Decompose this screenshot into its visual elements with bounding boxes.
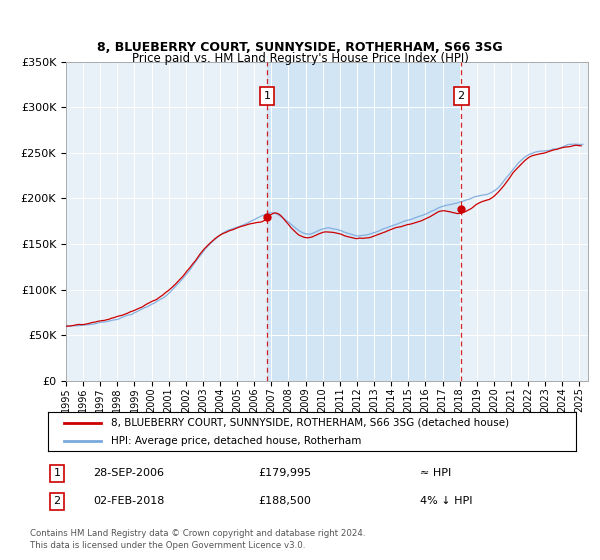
Text: Contains HM Land Registry data © Crown copyright and database right 2024.: Contains HM Land Registry data © Crown c…	[30, 529, 365, 538]
Text: This data is licensed under the Open Government Licence v3.0.: This data is licensed under the Open Gov…	[30, 542, 305, 550]
Bar	[267, 62, 461, 381]
Text: 4% ↓ HPI: 4% ↓ HPI	[420, 496, 473, 506]
Text: £179,995: £179,995	[258, 468, 311, 478]
Text: 1: 1	[53, 468, 61, 478]
Text: 8, BLUEBERRY COURT, SUNNYSIDE, ROTHERHAM, S66 3SG (detached house): 8, BLUEBERRY COURT, SUNNYSIDE, ROTHERHAM…	[112, 418, 509, 428]
Text: 2: 2	[53, 496, 61, 506]
Text: 2: 2	[458, 91, 465, 101]
Text: 8, BLUEBERRY COURT, SUNNYSIDE, ROTHERHAM, S66 3SG: 8, BLUEBERRY COURT, SUNNYSIDE, ROTHERHAM…	[97, 41, 503, 54]
Text: Price paid vs. HM Land Registry's House Price Index (HPI): Price paid vs. HM Land Registry's House …	[131, 52, 469, 66]
Text: £188,500: £188,500	[258, 496, 311, 506]
Text: 1: 1	[263, 91, 271, 101]
Text: HPI: Average price, detached house, Rotherham: HPI: Average price, detached house, Roth…	[112, 436, 362, 446]
Text: ≈ HPI: ≈ HPI	[420, 468, 451, 478]
Text: 02-FEB-2018: 02-FEB-2018	[93, 496, 164, 506]
Text: 28-SEP-2006: 28-SEP-2006	[93, 468, 164, 478]
